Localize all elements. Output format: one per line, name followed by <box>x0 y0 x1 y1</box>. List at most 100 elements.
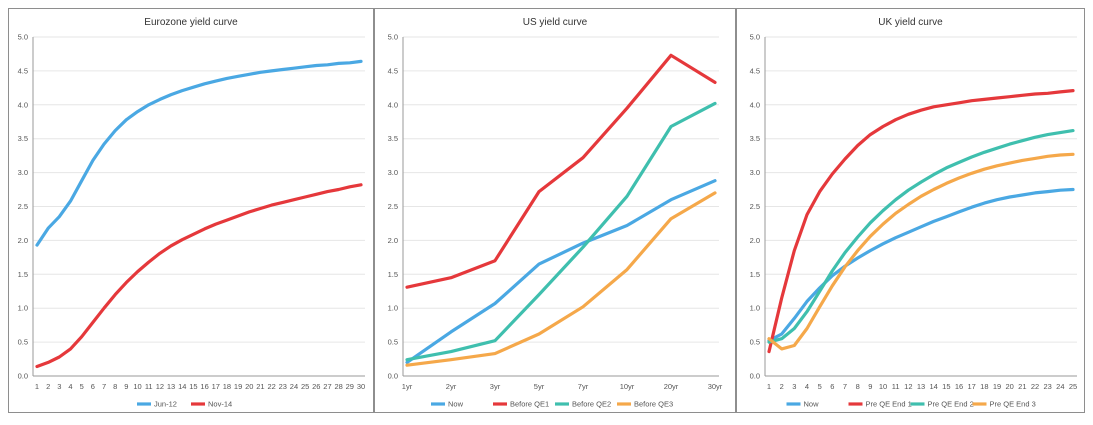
x-tick-label: 19 <box>234 382 242 391</box>
x-tick-label: 22 <box>267 382 275 391</box>
y-tick-label: 5.0 <box>388 33 398 42</box>
y-tick-label: 0.5 <box>18 338 28 347</box>
series-line-now <box>405 179 717 364</box>
x-tick-label: 23 <box>279 382 287 391</box>
series-line-before-qe1 <box>405 53 717 289</box>
x-tick-label: 20yr <box>664 382 679 391</box>
x-tick-label: 16 <box>200 382 208 391</box>
x-tick-label: 9 <box>124 382 128 391</box>
legend: Now Before QE1 Before QE2 Before QE3 <box>431 400 673 409</box>
x-tick-label: 15 <box>942 382 950 391</box>
series-line-pre-qe-end-2 <box>767 128 1075 344</box>
x-tick-label: 8 <box>113 382 117 391</box>
x-tick-label: 14 <box>929 382 937 391</box>
chart-title: Eurozone yield curve <box>144 17 238 28</box>
x-tick-label: 3 <box>792 382 796 391</box>
x-tick-label: 10yr <box>620 382 635 391</box>
y-tick-label: 3.5 <box>750 134 760 143</box>
y-tick-label: 3.0 <box>388 168 398 177</box>
x-tick-label: 4 <box>805 382 809 391</box>
x-tick-label: 17 <box>967 382 975 391</box>
x-tick-label: 28 <box>334 382 342 391</box>
x-tick-label: 26 <box>312 382 320 391</box>
y-tick-label: 3.5 <box>388 134 398 143</box>
x-tick-label: 20 <box>1005 382 1013 391</box>
x-tick-label: 16 <box>955 382 963 391</box>
y-tick-label: 2.5 <box>388 202 398 211</box>
y-tick-label: 1.5 <box>18 270 28 279</box>
y-tick-label: 4.0 <box>388 100 398 109</box>
us-chart-panel: US yield curve 0.0 0.5 1.0 1.5 2.0 2.5 3.0 3.5 4.… <box>374 8 736 413</box>
x-tick-label: 5yr <box>534 382 545 391</box>
y-tick-label: 4.0 <box>750 100 760 109</box>
eurozone-yield-chart: Eurozone yield curve 0.0 0.5 1.0 1.5 2.0 2.5 3.… <box>18 17 366 409</box>
legend: Now Pre QE End 1 Pre QE End 2 Pre QE End 3 <box>786 400 1036 409</box>
x-tick-label: 21 <box>256 382 264 391</box>
x-tick-label: 24 <box>1056 382 1064 391</box>
x-tick-label: 3 <box>57 382 61 391</box>
x-tick-label: 15 <box>189 382 197 391</box>
x-tick-label: 30 <box>357 382 365 391</box>
legend-label: Now <box>804 400 820 409</box>
x-tick-label: 9 <box>868 382 872 391</box>
us-yield-chart: US yield curve 0.0 0.5 1.0 1.5 2.0 2.5 3.0 3.5 4.… <box>388 17 723 409</box>
y-tick-label: 4.5 <box>388 66 398 75</box>
legend-label: Now <box>448 400 464 409</box>
legend: Jun-12 Nov-14 <box>137 400 232 409</box>
y-tick-label: 0.5 <box>388 338 398 347</box>
y-tick-label: 0.0 <box>750 372 760 381</box>
y-tick-label: 2.0 <box>18 236 28 245</box>
x-tick-label: 19 <box>993 382 1001 391</box>
series-line-pre-qe-end-3 <box>767 152 1075 351</box>
y-tick-label: 5.0 <box>18 33 28 42</box>
x-tick-label: 22 <box>1031 382 1039 391</box>
x-tick-label: 10 <box>879 382 887 391</box>
series-line-now <box>767 187 1075 343</box>
y-tick-label: 0.5 <box>750 338 760 347</box>
y-tick-label: 2.0 <box>388 236 398 245</box>
y-tick-label: 0.0 <box>18 372 28 381</box>
legend-label: Before QE3 <box>634 400 673 409</box>
y-tick-label: 3.0 <box>18 168 28 177</box>
x-tick-label: 29 <box>346 382 354 391</box>
x-tick-label: 14 <box>178 382 186 391</box>
y-tick-label: 1.5 <box>388 270 398 279</box>
x-tick-label: 2 <box>46 382 50 391</box>
x-tick-label: 10 <box>133 382 141 391</box>
x-tick-label: 4 <box>68 382 72 391</box>
y-tick-label: 2.5 <box>18 202 28 211</box>
x-tick-label: 6 <box>91 382 95 391</box>
x-tick-label: 2yr <box>446 382 457 391</box>
x-tick-label: 1yr <box>402 382 413 391</box>
y-tick-label: 4.5 <box>750 66 760 75</box>
series-line-before-qe2 <box>405 101 717 362</box>
uk-chart-panel: UK yield curve 0.0 0.5 1.0 1.5 2.0 2.5 3.0 3.5 4.… <box>736 8 1085 413</box>
legend-label: Pre QE End 3 <box>990 400 1036 409</box>
x-tick-label: 12 <box>156 382 164 391</box>
x-tick-label: 11 <box>145 382 153 391</box>
legend-label: Jun-12 <box>154 400 177 409</box>
x-tick-label: 7 <box>843 382 847 391</box>
x-tick-label: 17 <box>212 382 220 391</box>
x-tick-label: 23 <box>1043 382 1051 391</box>
uk-yield-chart: UK yield curve 0.0 0.5 1.0 1.5 2.0 2.5 3.0 3.5 4.… <box>750 17 1078 409</box>
x-tick-label: 1 <box>767 382 771 391</box>
x-tick-label: 18 <box>223 382 231 391</box>
x-tick-label: 25 <box>1069 382 1077 391</box>
y-tick-label: 1.0 <box>750 304 760 313</box>
legend-label: Nov-14 <box>208 400 232 409</box>
series-line-before-qe3 <box>405 191 717 367</box>
x-tick-label: 21 <box>1018 382 1026 391</box>
x-tick-label: 25 <box>301 382 309 391</box>
y-tick-label: 4.0 <box>18 100 28 109</box>
y-tick-label: 4.5 <box>18 66 28 75</box>
y-tick-label: 2.5 <box>750 202 760 211</box>
x-tick-label: 6 <box>830 382 834 391</box>
chart-title: US yield curve <box>523 17 588 28</box>
legend-label: Pre QE End 1 <box>866 400 912 409</box>
chart-title: UK yield curve <box>878 17 943 28</box>
x-tick-label: 5 <box>80 382 84 391</box>
x-tick-label: 24 <box>290 382 298 391</box>
series-line-pre-qe-end-1 <box>767 88 1075 354</box>
